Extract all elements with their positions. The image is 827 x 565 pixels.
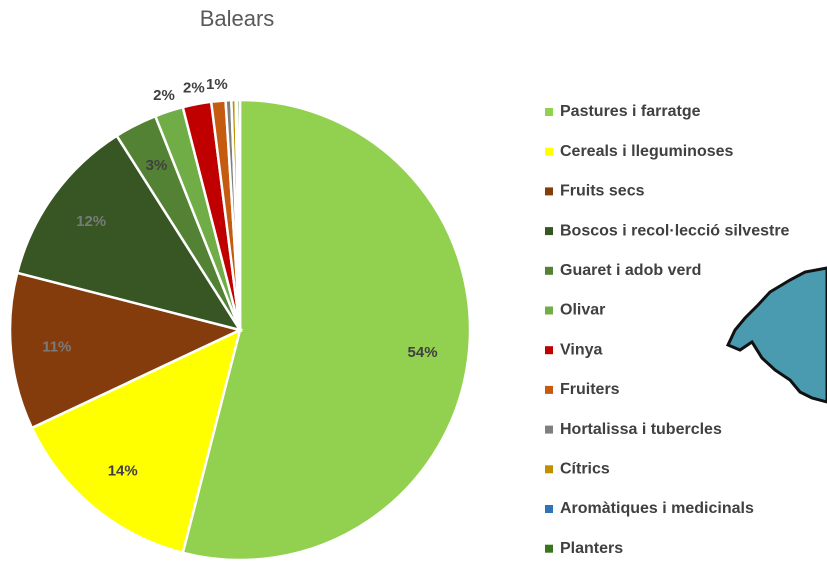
legend-label: Fruits secs (560, 183, 645, 200)
legend-swatch (545, 385, 553, 394)
legend-label: Aromàtiques i medicinals (560, 500, 754, 517)
pie-slice (30, 327, 242, 555)
map-fragment (725, 266, 827, 404)
legend-swatch (545, 108, 553, 116)
data-label: 12% (76, 213, 106, 230)
legend-label: Boscos i recol·lecció silvestre (560, 222, 790, 239)
data-label: 2% (153, 87, 175, 104)
legend-swatch (545, 266, 553, 275)
pie-slice (235, 98, 242, 331)
legend-swatch (545, 306, 553, 315)
legend-label: Cereals i lleguminoses (560, 143, 734, 160)
pie-slice (15, 134, 243, 332)
legend-swatch (545, 465, 553, 474)
legend-swatch (545, 544, 553, 553)
pie-slice (8, 271, 244, 430)
legend-label: Cítrics (560, 461, 610, 478)
legend-label: Fruiters (560, 381, 620, 398)
legend-swatch (545, 227, 553, 236)
data-label: 54% (408, 344, 438, 361)
legend-label: Pastures i farratge (560, 103, 701, 120)
legend-label: Hortalissa i tubercles (560, 421, 722, 438)
legend-label: Guaret i adob verd (560, 262, 701, 279)
legend-swatch (545, 346, 553, 355)
data-label: 11% (42, 338, 71, 355)
data-label: 2% (183, 79, 205, 96)
chart-title: Balears (200, 6, 275, 31)
legend-label: Vinya (560, 341, 603, 358)
legend-swatch (545, 505, 553, 513)
data-label: 14% (108, 463, 138, 480)
data-label: 3% (146, 157, 168, 174)
legend-label: Planters (560, 540, 623, 557)
data-label: 1% (206, 76, 228, 93)
pie-slice (181, 98, 472, 562)
legend-label: Olivar (560, 302, 605, 319)
legend-swatch (545, 187, 553, 196)
legend-swatch (545, 147, 553, 156)
legend-swatch (545, 425, 553, 434)
